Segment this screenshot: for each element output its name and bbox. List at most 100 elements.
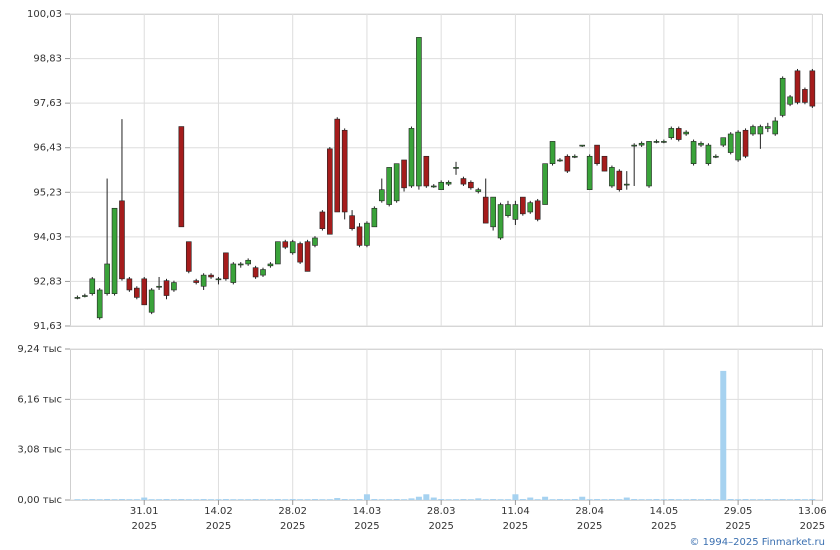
volume-bar [252, 499, 259, 500]
volume-bar [430, 497, 437, 500]
volume-bar [126, 499, 133, 500]
candle-body [623, 183, 630, 186]
volume-bar [74, 499, 81, 500]
volume-bar [675, 499, 682, 500]
candle-body [794, 70, 801, 103]
volume-bar [445, 499, 452, 500]
volume-bar [623, 497, 630, 500]
candle-body [215, 278, 222, 281]
volume-bar [326, 499, 333, 500]
candle-body [616, 170, 623, 190]
volume-bar [683, 499, 690, 500]
volume-bar [156, 499, 163, 500]
y-tick-label: 100,03 [27, 9, 62, 20]
volume-bar [215, 499, 222, 500]
y-tick-label: 91,63 [33, 321, 62, 332]
volume-bar [742, 499, 749, 500]
y-tick-label: 96,43 [33, 143, 62, 154]
volume-bar [289, 499, 296, 500]
candle-body [171, 282, 177, 291]
candle-body [275, 241, 281, 265]
candle-body [349, 215, 355, 229]
volume-bar [96, 499, 103, 500]
volume-bar [794, 499, 801, 500]
volume-bar [415, 496, 422, 500]
candle-body [282, 241, 289, 248]
candle-body [534, 200, 541, 220]
candle-body [571, 155, 578, 158]
candle-body [527, 202, 534, 213]
volume-bar [579, 496, 586, 500]
volume-bar [720, 370, 727, 500]
volume-bar [787, 499, 794, 500]
volume-bar [690, 499, 697, 500]
candle-body [156, 285, 162, 288]
volume-bar [712, 499, 719, 500]
y-tick-label: 6,16 тыс [17, 394, 62, 405]
candle-body [557, 159, 563, 162]
candle-body [163, 280, 170, 296]
x-tick-label: 14.02 2025 [204, 506, 233, 532]
volume-bar [170, 499, 177, 500]
volume-bar [334, 498, 341, 500]
candle-body [401, 159, 407, 189]
volume-bar [356, 499, 363, 500]
candle-body [564, 155, 571, 172]
candle-body [327, 148, 333, 235]
candle-body [356, 226, 363, 246]
volume-bar [304, 499, 311, 500]
candle-body [96, 289, 103, 319]
candle-body [111, 207, 118, 294]
volume-bar [282, 499, 289, 500]
y-tick-label: 0,00 тыс [17, 495, 62, 506]
candle-body [750, 126, 756, 135]
volume-bar [549, 499, 556, 500]
candle-body [200, 274, 207, 287]
volume-bar [148, 499, 155, 500]
volume-bar [118, 499, 125, 500]
volume-bar [141, 497, 148, 500]
y-tick-label: 92,83 [33, 276, 62, 287]
candle-body [126, 278, 133, 291]
candle-body [89, 278, 96, 294]
volume-bar [608, 499, 615, 500]
x-tick-label: 14.03 2025 [353, 506, 382, 532]
candle-body [675, 128, 682, 140]
volume-bar [757, 499, 764, 500]
volume-bar [453, 499, 460, 500]
volume-bar [111, 499, 118, 500]
volume-bar [371, 499, 378, 500]
candle-body [297, 243, 303, 263]
volume-bar [386, 499, 393, 500]
volume-bar [89, 499, 96, 500]
volume-bar [423, 494, 430, 500]
volume-bar [237, 499, 244, 500]
candle-body [393, 163, 400, 202]
x-tick-label: 11.04 2025 [501, 506, 530, 532]
candle-body [408, 128, 415, 187]
candle-body [304, 241, 311, 272]
volume-bar [772, 499, 779, 500]
volume-bar [297, 499, 304, 500]
candle-body [735, 131, 741, 161]
candle-body [505, 204, 511, 216]
volume-bar [705, 499, 712, 500]
candle-body [772, 120, 779, 135]
volume-bar [504, 499, 511, 500]
candle-body [378, 189, 385, 202]
volume-bar [697, 499, 704, 500]
volume-bar [349, 499, 356, 500]
x-tick-label: 28.04 2025 [575, 506, 604, 532]
volume-bar [267, 499, 274, 500]
candle-body [341, 129, 348, 213]
y-tick-label: 9,24 тыс [17, 344, 62, 355]
candle-body [134, 287, 140, 298]
candle-body [727, 133, 734, 153]
candle-body [490, 196, 496, 228]
volume-bar [749, 499, 756, 500]
candle-body [148, 289, 155, 313]
volume-bar [594, 499, 601, 500]
candle-body [289, 241, 296, 254]
candle-body [416, 37, 422, 187]
